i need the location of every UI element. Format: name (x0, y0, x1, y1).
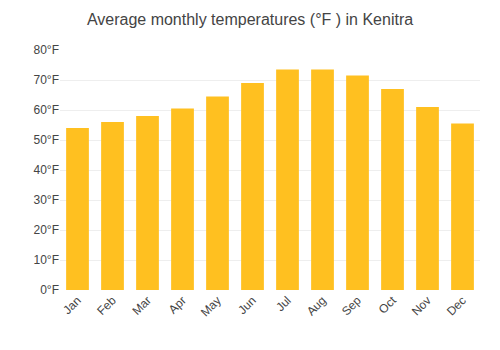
svg-text:May: May (198, 293, 224, 319)
svg-text:Feb: Feb (94, 293, 119, 318)
svg-text:Jul: Jul (273, 293, 294, 314)
svg-text:70°F: 70°F (34, 73, 59, 87)
svg-text:Mar: Mar (129, 293, 154, 318)
svg-text:Sep: Sep (339, 293, 364, 318)
svg-text:Aug: Aug (304, 293, 329, 318)
svg-text:Average monthly temperatures (: Average monthly temperatures (°F ) in Ke… (87, 11, 413, 28)
svg-text:0°F: 0°F (40, 283, 59, 297)
svg-text:20°F: 20°F (34, 223, 59, 237)
svg-text:Dec: Dec (444, 293, 469, 318)
svg-text:50°F: 50°F (34, 133, 59, 147)
svg-text:Jan: Jan (60, 293, 84, 317)
svg-text:Oct: Oct (376, 293, 400, 317)
svg-text:30°F: 30°F (34, 193, 59, 207)
svg-text:40°F: 40°F (34, 163, 59, 177)
svg-text:Jun: Jun (235, 293, 259, 317)
svg-text:60°F: 60°F (34, 103, 59, 117)
svg-text:Apr: Apr (166, 293, 189, 316)
svg-text:Nov: Nov (409, 293, 434, 318)
svg-text:80°F: 80°F (34, 43, 59, 57)
svg-text:10°F: 10°F (34, 253, 59, 267)
